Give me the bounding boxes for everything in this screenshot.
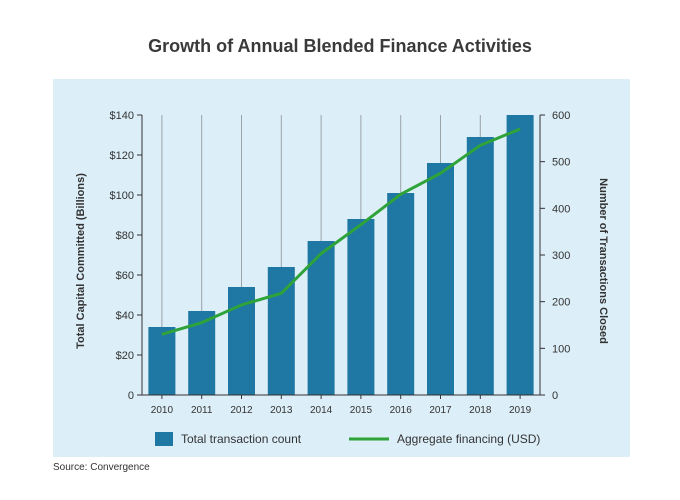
left-tick-label: $100 <box>110 190 134 202</box>
bar-2019 <box>506 115 534 395</box>
legend-swatch-bar <box>155 432 173 446</box>
legend-layer: Total transaction count Aggregate financ… <box>155 432 540 446</box>
chart-panel: 0 $20 $40 $60 $80 $100 $120 $140 0 100 200 300 400 50… <box>53 79 630 457</box>
left-tick-label: $60 <box>116 270 134 282</box>
right-tick-label: 200 <box>552 297 570 309</box>
chart-svg: 0 $20 $40 $60 $80 $100 $120 $140 0 100 200 300 400 50… <box>75 110 609 446</box>
left-tick-label: $120 <box>110 150 134 162</box>
x-tick-label: 2015 <box>350 405 373 416</box>
x-tick-label: 2011 <box>191 405 213 416</box>
left-tick-label: $40 <box>116 310 134 322</box>
line-aggregate-financing <box>161 127 521 336</box>
x-tick-label: 2013 <box>270 405 293 416</box>
bar-2014 <box>307 241 335 395</box>
right-axis-title: Number of Transactions Closed <box>597 178 609 344</box>
legend-label-bar: Total transaction count <box>181 432 302 446</box>
x-tick-label: 2018 <box>469 405 492 416</box>
right-tick-label: 100 <box>552 343 570 355</box>
left-tick-label: $140 <box>110 110 134 122</box>
left-tick-label: 0 <box>128 390 134 402</box>
bar-layer <box>148 115 534 395</box>
grid-layer <box>161 115 521 395</box>
left-axis-title: Total Capital Committed (Billions) <box>75 173 87 349</box>
bar-2015 <box>347 219 375 395</box>
right-tick-label: 0 <box>552 390 558 402</box>
bar-2010 <box>148 327 176 395</box>
right-tick-label: 500 <box>552 157 570 169</box>
line-layer <box>161 127 521 336</box>
bar-2018 <box>466 137 494 395</box>
bar-2016 <box>387 193 415 395</box>
x-tick-label: 2019 <box>509 405 532 416</box>
x-tick-label: 2014 <box>310 405 333 416</box>
x-tick-label: 2010 <box>151 405 174 416</box>
right-tick-label: 300 <box>552 250 570 262</box>
right-tick-label: 400 <box>552 203 570 215</box>
x-tick-label: 2016 <box>390 405 413 416</box>
chart-title: Growth of Annual Blended Finance Activit… <box>148 36 532 56</box>
source-note: Source: Convergence <box>53 462 150 473</box>
left-tick-label: $20 <box>116 350 134 362</box>
bar-2017 <box>427 163 454 395</box>
axis-layer: 0 $20 $40 $60 $80 $100 $120 $140 0 100 200 300 400 50… <box>75 110 609 416</box>
legend-label-line: Aggregate financing (USD) <box>397 432 540 446</box>
right-tick-label: 600 <box>552 110 570 122</box>
x-tick-label: 2017 <box>429 405 452 416</box>
x-tick-label: 2012 <box>230 405 253 416</box>
bar-2013 <box>267 267 295 395</box>
left-tick-label: $80 <box>116 230 134 242</box>
